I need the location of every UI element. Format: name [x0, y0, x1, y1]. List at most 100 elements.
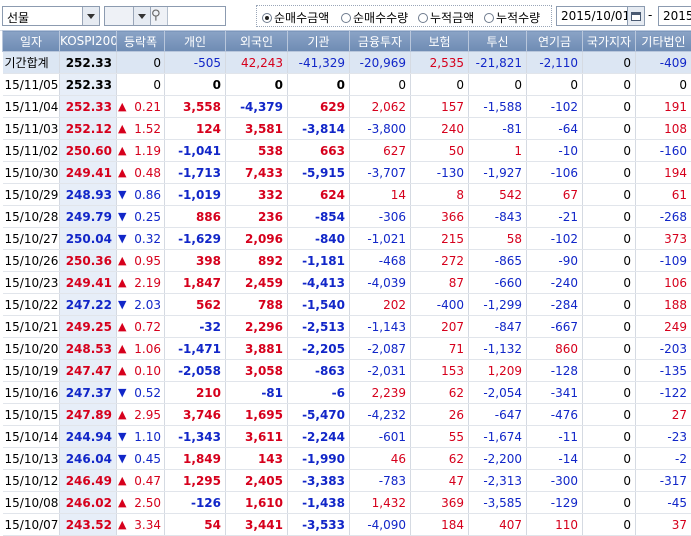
change-cell: ▲0.72: [117, 316, 165, 338]
change-value: 0.10: [134, 364, 161, 378]
kospi200-cell: 252.33: [60, 96, 117, 118]
ins-cell: 207: [411, 316, 469, 338]
gov-cell: 0: [583, 184, 636, 206]
date-cell: 15/10/29: [3, 184, 60, 206]
column-header[interactable]: 금융투자: [350, 31, 411, 52]
gov-cell: 0: [583, 294, 636, 316]
end-date-input[interactable]: 2015: [658, 6, 691, 26]
chevron-down-icon[interactable]: [133, 7, 151, 25]
trust-cell: -843: [469, 206, 527, 228]
start-date-input[interactable]: 2015/10/01: [556, 6, 628, 26]
gov-cell: 0: [583, 426, 636, 448]
kospi200-cell: 249.25: [60, 316, 117, 338]
radio-net-amount[interactable]: 순매수금액: [262, 9, 329, 26]
search-icon[interactable]: ⚲: [151, 8, 161, 23]
fin-cell: 0: [350, 74, 411, 96]
radio-cumulative-quantity[interactable]: 누적수량: [484, 9, 540, 26]
indiv-cell: -1,713: [165, 162, 226, 184]
gov-cell: 0: [583, 492, 636, 514]
column-header[interactable]: KOSPI200: [60, 31, 117, 52]
foreign-cell: 892: [226, 250, 288, 272]
code-search-field[interactable]: ⚲: [104, 6, 226, 26]
radio-label: 누적수량: [496, 9, 540, 26]
column-header[interactable]: 기관: [288, 31, 350, 52]
fin-cell: -2,031: [350, 360, 411, 382]
inst-cell: -41,329: [288, 52, 350, 74]
trust-cell: -2,200: [469, 448, 527, 470]
column-header[interactable]: 기타법인: [636, 31, 691, 52]
radio-cumulative-amount[interactable]: 누적금액: [418, 9, 474, 26]
change-cell: ▲0.47: [117, 470, 165, 492]
up-triangle-icon: ▲: [117, 364, 130, 377]
gov-cell: 0: [583, 360, 636, 382]
change-value: 2.95: [134, 408, 161, 422]
indiv-cell: 1,295: [165, 470, 226, 492]
date-cell: 15/10/21: [3, 316, 60, 338]
trust-cell: 542: [469, 184, 527, 206]
chevron-down-icon[interactable]: [82, 7, 99, 25]
pension-cell: 0: [527, 74, 583, 96]
gov-cell: 0: [583, 470, 636, 492]
gov-cell: 0: [583, 382, 636, 404]
foreign-cell: 3,058: [226, 360, 288, 382]
trust-cell: 1,209: [469, 360, 527, 382]
market-select[interactable]: 선물: [2, 6, 100, 26]
up-triangle-icon: ▲: [117, 518, 130, 531]
indiv-cell: -32: [165, 316, 226, 338]
column-header[interactable]: 연기금: [527, 31, 583, 52]
fin-cell: 627: [350, 140, 411, 162]
ins-cell: 87: [411, 272, 469, 294]
calendar-icon[interactable]: [627, 6, 645, 26]
column-header[interactable]: 외국인: [226, 31, 288, 52]
pension-cell: -10: [527, 140, 583, 162]
column-header[interactable]: 보험: [411, 31, 469, 52]
date-cell: 15/11/04: [3, 96, 60, 118]
down-triangle-icon: ▼: [117, 430, 130, 443]
fin-cell: -2,087: [350, 338, 411, 360]
indiv-cell: 1,849: [165, 448, 226, 470]
gov-cell: 0: [583, 206, 636, 228]
gov-cell: 0: [583, 404, 636, 426]
date-cell: 15/10/20: [3, 338, 60, 360]
radio-net-quantity[interactable]: 순매수수량: [341, 9, 408, 26]
column-header[interactable]: 국가지자: [583, 31, 636, 52]
trust-cell: 58: [469, 228, 527, 250]
column-header[interactable]: 일자: [3, 31, 60, 52]
ins-cell: 62: [411, 382, 469, 404]
ins-cell: 215: [411, 228, 469, 250]
change-cell: ▲2.19: [117, 272, 165, 294]
etc-cell: 27: [636, 404, 691, 426]
kospi200-cell: 247.89: [60, 404, 117, 426]
column-header[interactable]: 개인: [165, 31, 226, 52]
indiv-cell: -2,058: [165, 360, 226, 382]
column-header[interactable]: 등락폭: [117, 31, 165, 52]
pension-cell: -64: [527, 118, 583, 140]
column-header[interactable]: 투신: [469, 31, 527, 52]
inst-cell: -2,513: [288, 316, 350, 338]
ins-cell: 26: [411, 404, 469, 426]
kospi200-cell: 246.49: [60, 470, 117, 492]
search-input[interactable]: [167, 7, 225, 25]
